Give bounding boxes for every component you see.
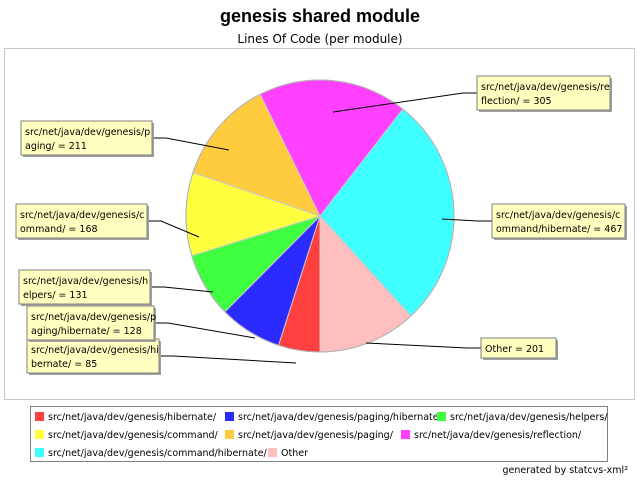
slice-label-text: aging/ = 211 <box>25 141 87 152</box>
legend-swatch <box>268 448 277 457</box>
slice-label-text: bernate/ = 85 <box>31 359 97 370</box>
label-box <box>26 305 155 341</box>
leader-line <box>159 355 297 364</box>
legend-item: src/net/java/dev/genesis/command/ <box>35 429 218 443</box>
slice-label-text: src/net/java/dev/genesis/c <box>496 210 620 221</box>
legend-swatch <box>225 412 234 421</box>
legend-row: src/net/java/dev/genesis/command/hiberna… <box>31 447 607 461</box>
slice-label: src/net/java/dev/genesis/h elpers/ = 131 <box>18 269 214 306</box>
legend-item: src/net/java/dev/genesis/helpers/ <box>437 411 608 425</box>
legend-label: src/net/java/dev/genesis/reflection/ <box>414 430 582 441</box>
legend-item: src/net/java/dev/genesis/reflection/ <box>401 429 581 443</box>
label-box <box>20 120 153 156</box>
legend-swatch <box>35 430 44 439</box>
slice-label-text: src/net/java/dev/genesis/re <box>481 82 610 93</box>
leader-line <box>150 286 214 293</box>
legend-item: src/net/java/dev/genesis/hibernate/ <box>35 411 216 425</box>
slice-label-text: src/net/java/dev/genesis/h <box>23 276 148 287</box>
slice-label-text: src/net/java/dev/genesis/p <box>25 127 150 138</box>
slice-label-text: src/net/java/dev/genesis/c <box>20 210 144 221</box>
legend-label: src/net/java/dev/genesis/helpers/ <box>450 412 608 423</box>
slice-label-text: src/net/java/dev/genesis/hi <box>31 345 159 356</box>
leader-line <box>147 220 200 238</box>
chart-title: genesis shared module <box>219 6 421 26</box>
leader-line <box>365 342 481 349</box>
pie-outline <box>185 79 455 353</box>
leader-line <box>152 137 230 151</box>
legend-item: Other <box>268 447 308 461</box>
legend-label: src/net/java/dev/genesis/paging/ <box>238 430 393 441</box>
footer-credit: generated by statcvs-xml² <box>502 465 628 476</box>
slice-label: src/net/java/dev/genesis/c ommand/ = 168 <box>15 203 200 240</box>
slice-label: Other = 201 <box>365 337 558 360</box>
label-box <box>491 203 626 239</box>
label-box <box>18 269 151 305</box>
slice-label-text: Other = 201 <box>485 344 544 355</box>
legend-item: src/net/java/dev/genesis/command/hiberna… <box>35 447 267 461</box>
legend-label: Other <box>281 448 308 459</box>
label-box <box>15 203 148 239</box>
slice-label: src/net/java/dev/genesis/hi bernate/ = 85 <box>26 338 297 375</box>
slice-label: src/net/java/dev/genesis/c ommand/hiberna… <box>441 203 627 240</box>
legend-row: src/net/java/dev/genesis/command/src/net… <box>31 429 607 443</box>
legend-row: src/net/java/dev/genesis/hibernate/src/n… <box>31 411 608 425</box>
slice-label-text: src/net/java/dev/genesis/p <box>31 312 156 323</box>
leader-line <box>154 322 256 339</box>
legend-swatch <box>35 412 44 421</box>
slice-label-text: flection/ = 305 <box>481 96 552 107</box>
chart-subtitle: Lines Of Code (per module) <box>237 32 403 46</box>
legend-swatch <box>225 430 234 439</box>
slice-label: src/net/java/dev/genesis/re flection/ = 3… <box>332 75 612 113</box>
slice-label-text: aging/hibernate/ = 128 <box>31 326 142 337</box>
label-box <box>480 337 557 359</box>
legend-swatch <box>401 430 410 439</box>
label-box <box>476 75 611 111</box>
leader-line <box>332 92 477 113</box>
slice-label-text: ommand/hibernate/ = 467 <box>496 224 622 235</box>
legend-item: src/net/java/dev/genesis/paging/ <box>225 429 393 443</box>
slice-label: src/net/java/dev/genesis/p aging/hibernat… <box>26 305 256 342</box>
legend-label: src/net/java/dev/genesis/command/hiberna… <box>48 448 267 459</box>
legend-label: src/net/java/dev/genesis/command/ <box>48 430 218 441</box>
slice-label-text: elpers/ = 131 <box>23 290 88 301</box>
legend-label: src/net/java/dev/genesis/paging/hibernat… <box>238 412 442 423</box>
leader-line <box>441 218 492 222</box>
slice-label: src/net/java/dev/genesis/p aging/ = 211 <box>20 120 230 157</box>
legend-swatch <box>437 412 446 421</box>
legend-item: src/net/java/dev/genesis/paging/hibernat… <box>225 411 442 425</box>
legend-label: src/net/java/dev/genesis/hibernate/ <box>48 412 217 423</box>
legend: src/net/java/dev/genesis/hibernate/src/n… <box>30 406 608 462</box>
legend-swatch <box>35 448 44 457</box>
slice-label-text: ommand/ = 168 <box>20 224 98 235</box>
